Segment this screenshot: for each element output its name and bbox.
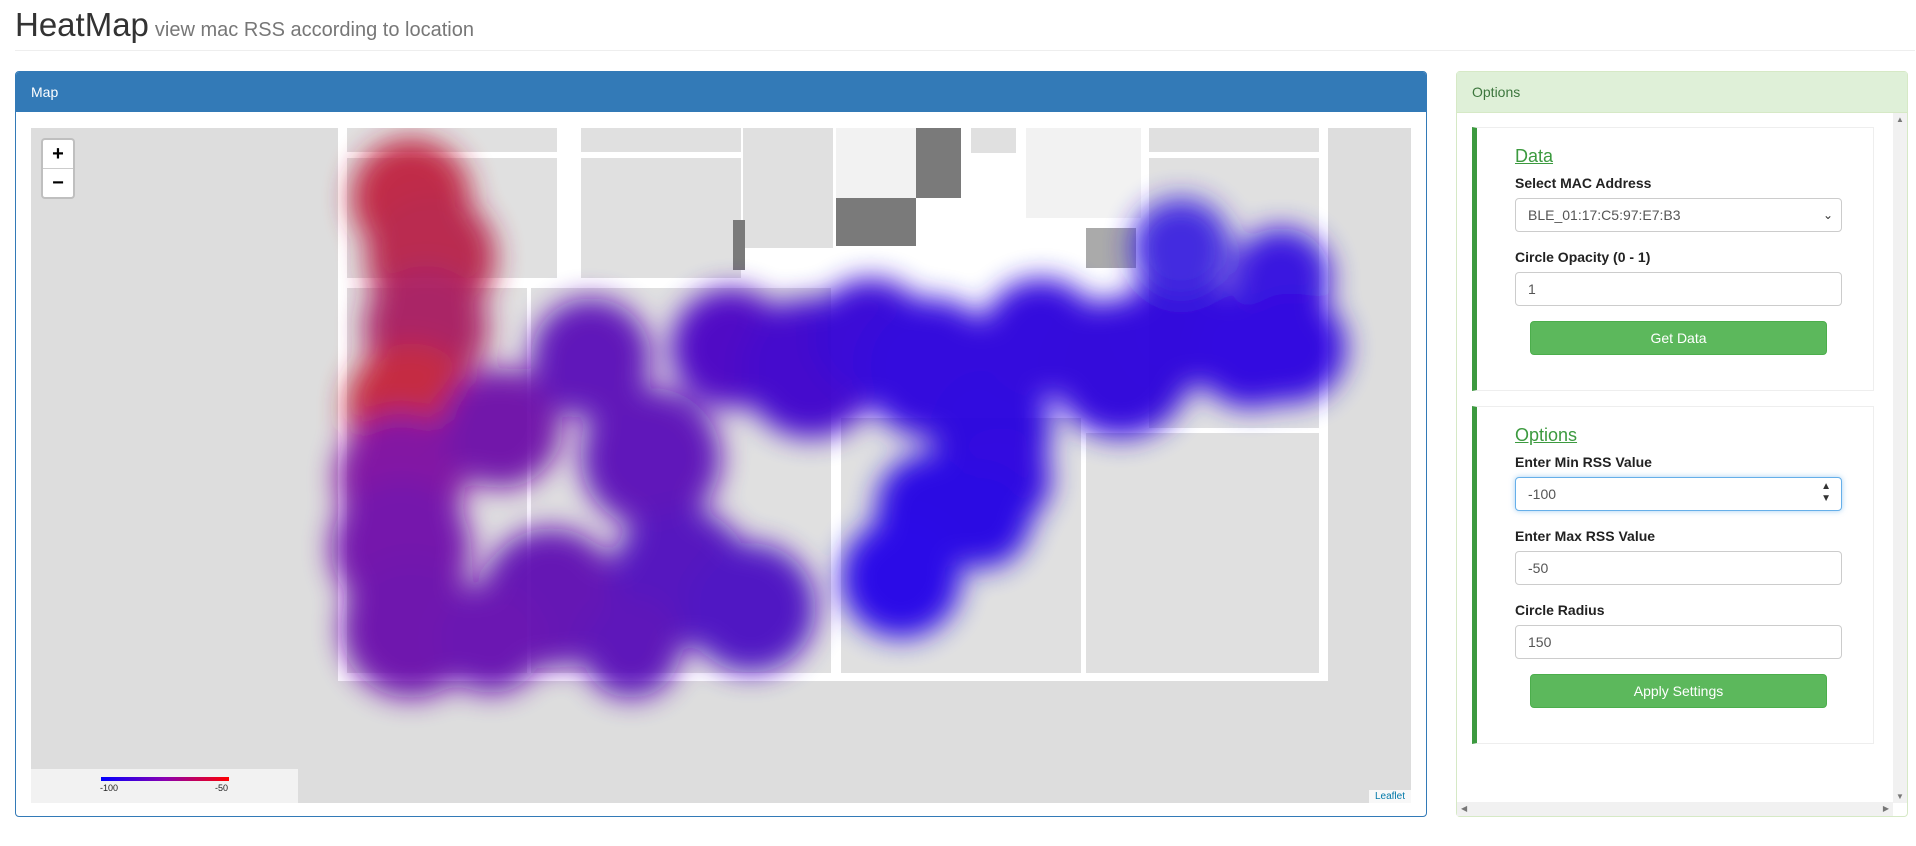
mac-address-label: Select MAC Address [1515, 175, 1652, 191]
mac-address-select[interactable]: BLE_01:17:C5:97:E7:B3 ⌄ [1515, 198, 1842, 232]
leaflet-attribution-link[interactable]: Leaflet [1368, 790, 1411, 803]
min-rss-label: Enter Min RSS Value [1515, 454, 1652, 470]
max-rss-label: Enter Max RSS Value [1515, 528, 1656, 544]
rss-legend: -100 -50 [31, 769, 298, 803]
data-card: Data Select MAC Address BLE_01:17:C5:97:… [1472, 127, 1874, 391]
zoom-in-button[interactable]: + [43, 140, 73, 169]
legend-max-label: -50 [215, 783, 229, 793]
legend-gradient-bar [101, 777, 229, 781]
circle-opacity-label: Circle Opacity (0 - 1) [1515, 249, 1651, 265]
min-rss-input[interactable]: -100 ▲ ▼ [1515, 477, 1842, 511]
options-scroll-area[interactable]: Data Select MAC Address BLE_01:17:C5:97:… [1457, 113, 1907, 816]
options-section-title[interactable]: Options [1515, 425, 1578, 445]
mac-address-value: BLE_01:17:C5:97:E7:B3 [1528, 207, 1681, 223]
scroll-right-icon[interactable]: ▶ [1882, 804, 1889, 813]
circle-opacity-input[interactable]: 1 [1515, 272, 1842, 306]
settings-card: Options Enter Min RSS Value -100 ▲ ▼ Ente… [1472, 406, 1874, 744]
page-subtitle: view mac RSS according to location [154, 19, 474, 41]
map-panel: Map [15, 71, 1427, 817]
get-data-button[interactable]: Get Data [1530, 321, 1827, 355]
min-rss-value: -100 [1528, 486, 1557, 502]
vertical-scrollbar[interactable]: ▲ ▼ [1893, 113, 1907, 803]
zoom-out-button[interactable]: − [52, 172, 64, 194]
horizontal-scrollbar[interactable]: ◀ ▶ [1457, 802, 1893, 816]
options-panel: Options Data Select MAC Address BLE_01:1… [1456, 71, 1908, 817]
heatmap-layer [331, 128, 1411, 803]
map-canvas[interactable]: + − -100 -50 Leaflet [31, 128, 1411, 803]
title-text: HeatMap [15, 6, 149, 43]
page-header: HeatMap view mac RSS according to locatio… [15, 0, 1915, 51]
legend-min-label: -100 [100, 783, 119, 793]
map-panel-heading: Map [16, 72, 1426, 112]
heat-blobs [331, 138, 1346, 698]
chevron-down-icon: ⌄ [1822, 208, 1833, 222]
zoom-control: + − [41, 138, 75, 199]
scroll-left-icon[interactable]: ◀ [1461, 804, 1468, 813]
options-panel-heading: Options [1457, 72, 1907, 113]
data-section-title[interactable]: Data [1515, 146, 1554, 166]
page-title: HeatMap view mac RSS according to locatio… [15, 6, 474, 44]
scroll-up-icon[interactable]: ▲ [1896, 115, 1904, 124]
scroll-down-icon[interactable]: ▼ [1896, 792, 1904, 801]
max-rss-input[interactable]: -50 [1515, 551, 1842, 585]
number-spinner-icon[interactable]: ▲ ▼ [1821, 481, 1831, 504]
circle-radius-label: Circle Radius [1515, 602, 1605, 618]
circle-radius-input[interactable]: 150 [1515, 625, 1842, 659]
apply-settings-button[interactable]: Apply Settings [1530, 674, 1827, 708]
